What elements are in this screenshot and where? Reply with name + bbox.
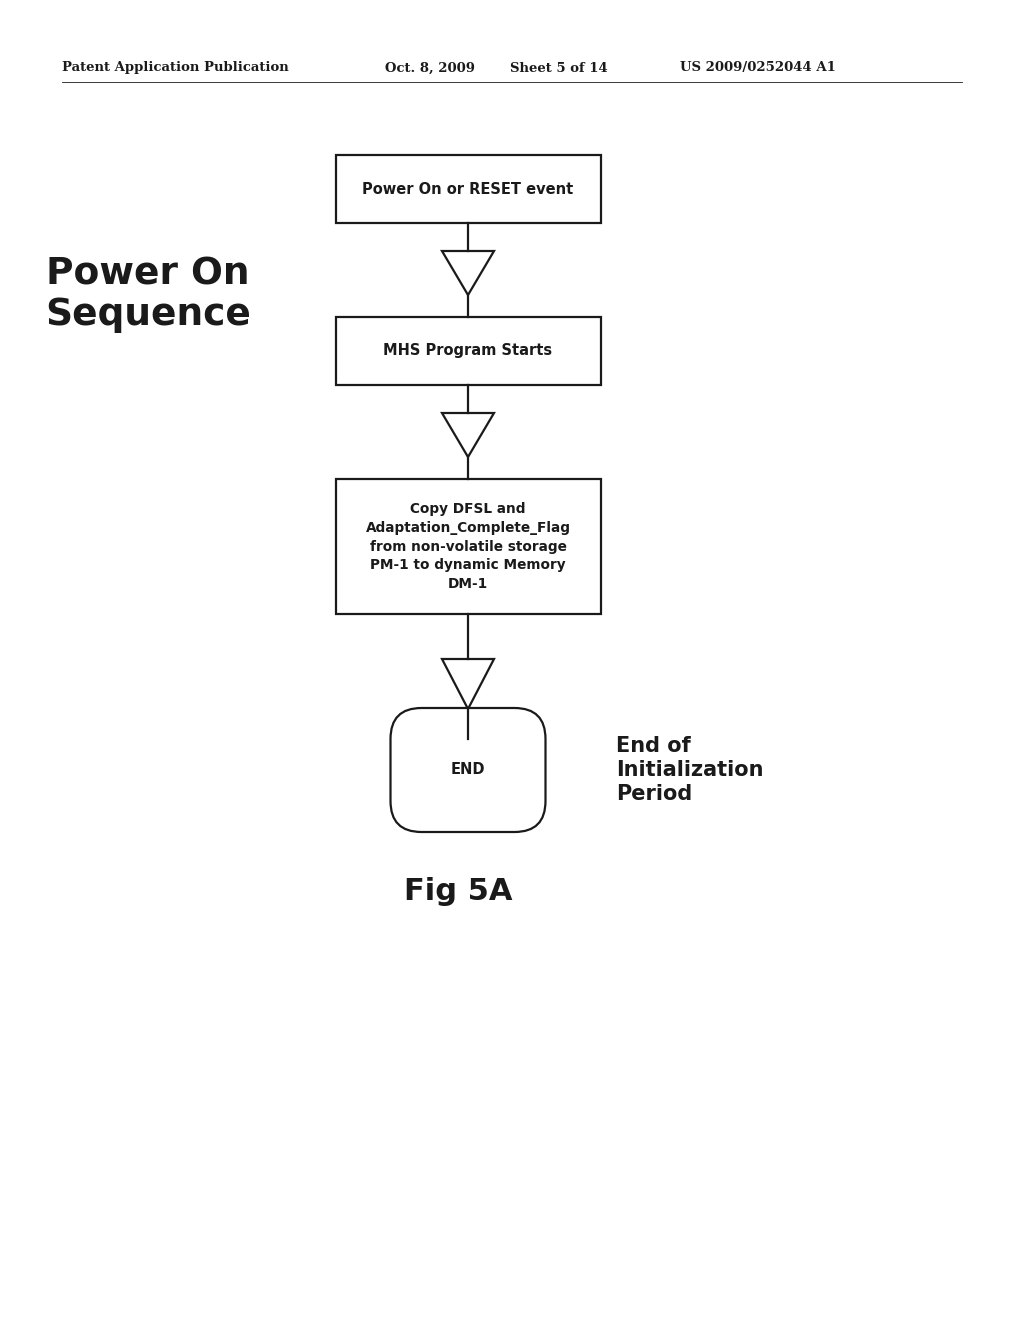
Bar [336,154,600,223]
Text: US 2009/0252044 A1: US 2009/0252044 A1 [680,62,836,74]
FancyBboxPatch shape [390,708,546,832]
Text: Sheet 5 of 14: Sheet 5 of 14 [510,62,608,74]
Text: END: END [451,763,485,777]
Text: Fig 5A: Fig 5A [403,876,512,906]
Polygon shape [442,251,494,294]
Text: Patent Application Publication: Patent Application Publication [62,62,289,74]
Bar [336,317,600,385]
Polygon shape [442,659,494,709]
Text: End of
Initialization
Period: End of Initialization Period [616,737,764,804]
Text: Power On or RESET event: Power On or RESET event [362,181,573,197]
Text: Oct. 8, 2009: Oct. 8, 2009 [385,62,475,74]
Polygon shape [442,413,494,457]
Text: Copy DFSL and
Adaptation_Complete_Flag
from non-volatile storage
PM-1 to dynamic: Copy DFSL and Adaptation_Complete_Flag f… [366,502,570,591]
Text: MHS Program Starts: MHS Program Starts [383,343,553,359]
Bar [336,479,600,614]
Text: Power On
Sequence: Power On Sequence [45,257,251,333]
